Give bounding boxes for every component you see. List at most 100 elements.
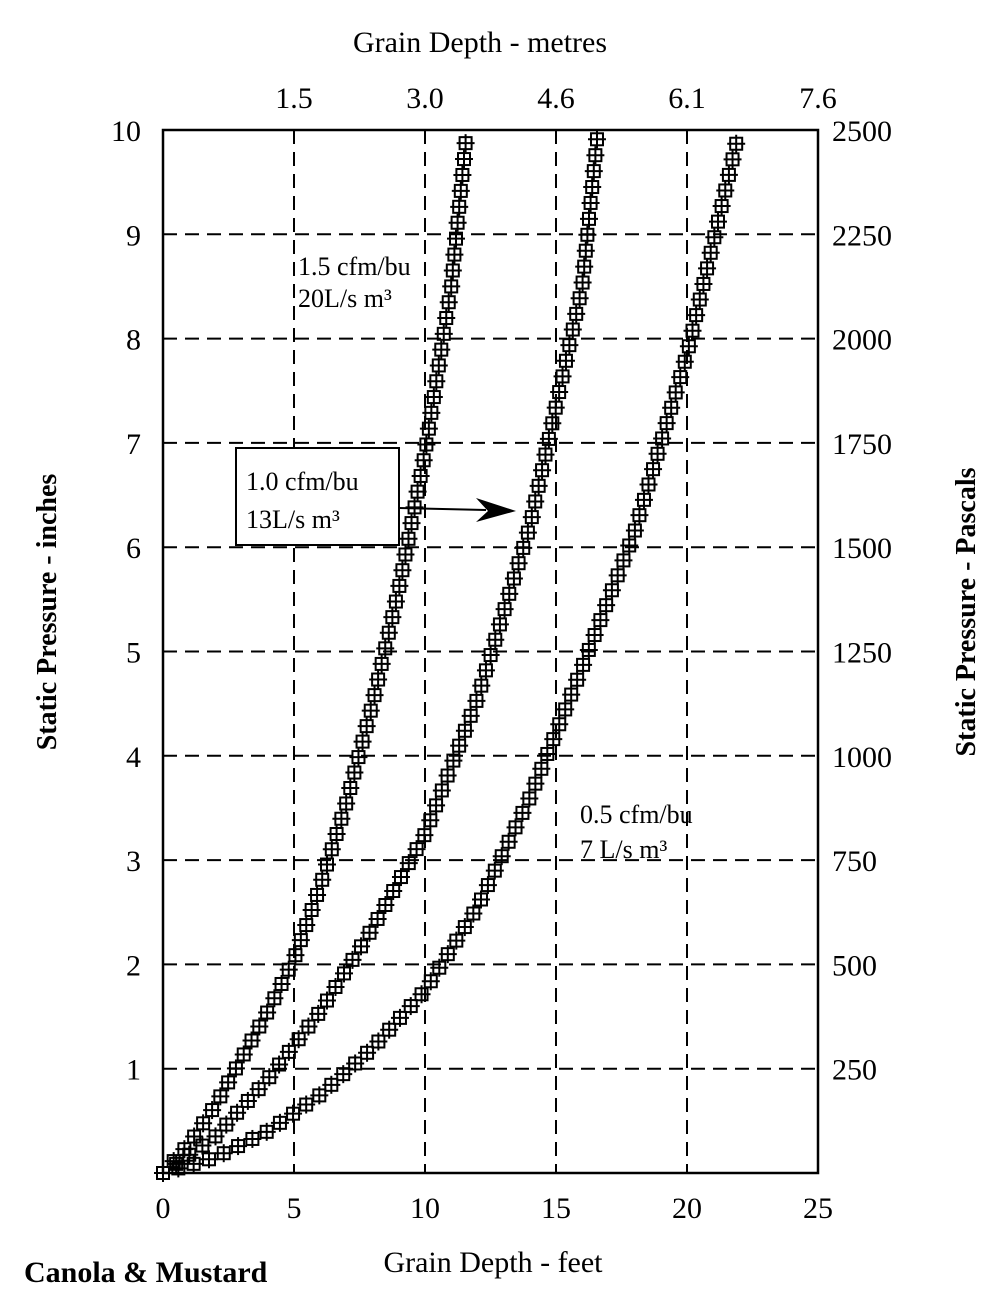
- series-2-marker: [167, 1154, 186, 1173]
- series-3-marker: [199, 1150, 218, 1169]
- series-2-marker: [570, 289, 589, 308]
- y-tick-label-left: 7: [126, 428, 141, 461]
- series-1-marker: [279, 960, 298, 979]
- y-tick-label-left: 2: [126, 949, 141, 982]
- series-3-marker: [310, 1086, 329, 1105]
- series-1-marker: [427, 372, 446, 391]
- series-2-marker: [421, 811, 440, 830]
- series-3-marker: [229, 1137, 248, 1156]
- series-1-marker: [432, 340, 451, 359]
- series-2-marker: [586, 146, 605, 165]
- series-2-marker: [584, 162, 603, 181]
- series-3-marker: [625, 521, 644, 540]
- series-2-marker: [587, 130, 606, 149]
- series-3-marker: [639, 475, 658, 494]
- series-3-marker: [591, 611, 610, 630]
- y-tick-label-left: 1: [126, 1054, 141, 1087]
- series-1-marker: [286, 946, 305, 965]
- series-3-marker: [544, 730, 563, 749]
- series-1-marker: [219, 1073, 238, 1092]
- series-1-marker: [341, 779, 360, 798]
- series-2-marker: [536, 445, 555, 464]
- tick-layer: 0 5 10 15 20 25 1.5 3.0 4.6 6.1 7.6 1 2 3 4 5 6 7 8 9 10 250 5…: [111, 82, 892, 1225]
- series-3-marker: [662, 398, 681, 417]
- series-2-marker: [504, 569, 523, 588]
- series-2-marker: [360, 923, 379, 942]
- series-2-marker: [573, 273, 592, 292]
- series-2-annotation-arrowhead: [476, 498, 516, 522]
- series-3-marker: [447, 931, 466, 950]
- series-3-marker: [716, 181, 735, 200]
- series-2-marker: [368, 909, 387, 928]
- series-2-marker: [461, 706, 480, 725]
- series-3-marker: [690, 290, 709, 309]
- series-3-marker: [620, 536, 639, 555]
- plot-frame: [161, 128, 820, 1175]
- series-3-marker: [532, 759, 551, 778]
- series-2-marker: [563, 320, 582, 339]
- series-2-marker: [415, 826, 434, 845]
- y-tick-label-right: 750: [832, 845, 877, 878]
- series-3-marker: [464, 904, 483, 923]
- series-2-marker: [180, 1145, 199, 1164]
- series-3-marker: [679, 337, 698, 356]
- series-1-marker: [456, 134, 475, 153]
- series-1-annotation-line-2: 20L/s m³: [298, 284, 392, 313]
- series-1-marker: [265, 989, 284, 1008]
- y-tick-label-left: 9: [126, 219, 141, 252]
- series-2-marker: [550, 383, 569, 402]
- series-1-marker: [203, 1101, 222, 1120]
- annotation-layer: 1.5 cfm/bu 20L/s m³ 1.0 cfm/bu 13L/s m³ …: [235, 252, 693, 864]
- series-3-marker: [687, 306, 706, 325]
- series-1-marker: [453, 165, 472, 184]
- series-2-marker: [407, 840, 426, 859]
- y-tick-label-left: 4: [126, 741, 141, 774]
- series-3-marker: [712, 197, 731, 216]
- series-3-marker: [257, 1122, 276, 1141]
- series-1-marker: [327, 825, 346, 844]
- series-3-marker: [214, 1144, 233, 1163]
- series-2-marker: [444, 751, 463, 770]
- series-1-marker: [345, 763, 364, 782]
- series-2-marker: [450, 736, 469, 755]
- series-1-marker: [226, 1059, 245, 1078]
- y-tick-label-right: 1500: [832, 532, 892, 565]
- series-1-marker: [445, 245, 464, 264]
- x-tick-label-top: 6.1: [668, 82, 706, 115]
- series-2-marker: [217, 1115, 236, 1134]
- x-tick-label-bottom: 0: [156, 1192, 171, 1225]
- series-3-marker: [630, 506, 649, 525]
- series-2-marker: [472, 676, 491, 695]
- series-3-marker: [369, 1032, 388, 1051]
- series-1-marker: [361, 701, 380, 720]
- series-3-marker: [270, 1113, 289, 1132]
- series-2-marker: [539, 429, 558, 448]
- y-tick-label-right: 2500: [832, 115, 892, 148]
- y-tick-label-right: 1000: [832, 741, 892, 774]
- series-1-marker: [332, 809, 351, 828]
- series-2-marker: [299, 1017, 318, 1036]
- x-tick-label-bottom: 20: [672, 1192, 702, 1225]
- series-2-annotation-box: [235, 447, 400, 546]
- series-3-marker: [438, 945, 457, 964]
- series-3-marker: [412, 985, 431, 1004]
- series-2-marker: [352, 937, 371, 956]
- series-3-marker: [390, 1008, 409, 1027]
- series-1-marker: [396, 545, 415, 564]
- y-tick-label-right: 2000: [832, 324, 892, 357]
- series-2-marker: [384, 882, 403, 901]
- series-3-marker: [579, 640, 598, 659]
- series-1-marker: [439, 293, 458, 312]
- series-2-marker: [526, 492, 545, 511]
- series-2-line: [154, 130, 606, 1182]
- series-3-line: [154, 134, 746, 1182]
- series-2-marker: [481, 646, 500, 665]
- series-1-marker: [234, 1045, 253, 1064]
- series-1-marker: [313, 870, 332, 889]
- series-2-annotation-line-1: 1.0 cfm/bu: [246, 467, 359, 496]
- grid-layer: [163, 130, 818, 1173]
- series-3-annotation-line-2: 7 L/s m³: [580, 835, 667, 864]
- series-3-marker: [653, 429, 672, 448]
- x-tick-label-bottom: 10: [410, 1192, 440, 1225]
- series-1-marker: [349, 748, 368, 767]
